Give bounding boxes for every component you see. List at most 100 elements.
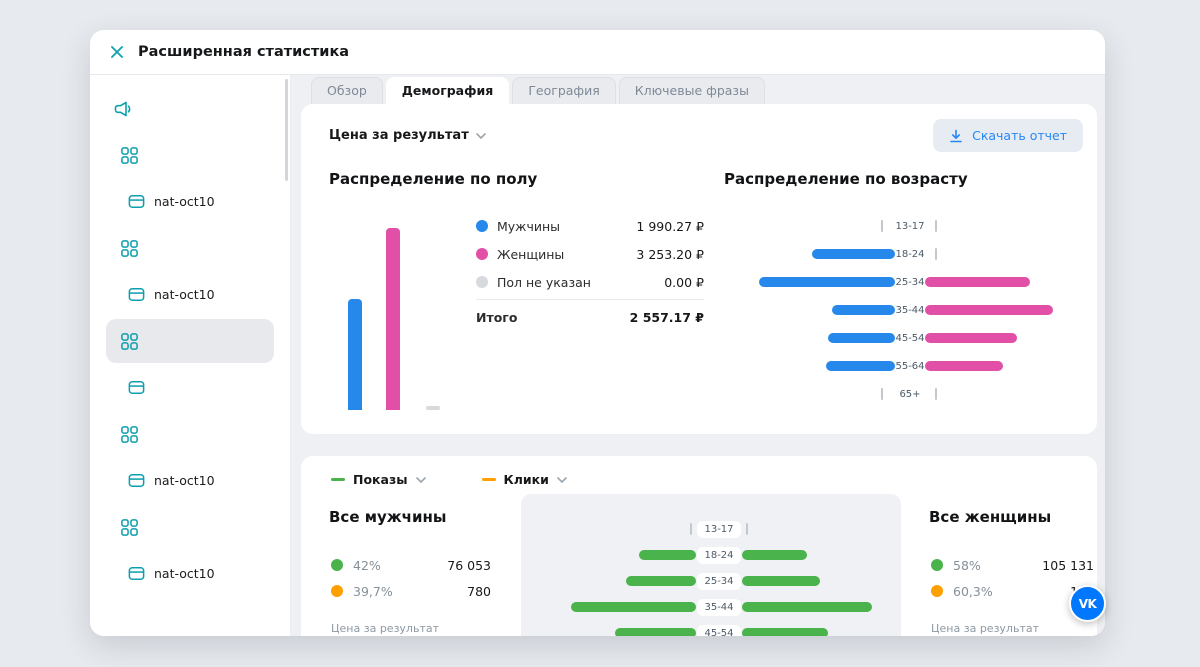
- sidebar-item-ad[interactable]: nat-oct10: [106, 180, 274, 224]
- bars-right: [925, 220, 1105, 232]
- series-selector-impressions[interactable]: Показы: [331, 472, 426, 487]
- zero-tick: [935, 220, 937, 232]
- series-label: Клики: [503, 472, 549, 487]
- tab-key-phrases[interactable]: Ключевые фразы: [618, 77, 765, 104]
- tab-demography[interactable]: Демография: [385, 77, 510, 104]
- close-icon[interactable]: [110, 45, 124, 59]
- stat-share: 60,3%: [953, 583, 993, 599]
- series-legend: Показы Клики: [331, 472, 567, 487]
- stat-dot: [931, 585, 943, 597]
- bar-women: [742, 550, 807, 560]
- age-bar-chart: 13-17 18-24 25-34 35-44 45-54 55-64 65+: [721, 212, 1105, 408]
- download-report-button[interactable]: Скачать отчет: [933, 119, 1083, 152]
- bars-left: [721, 220, 895, 232]
- age-pill: 13-17: [697, 520, 741, 538]
- men-section-title: Все мужчины: [329, 508, 447, 526]
- age-label: 18-24: [895, 248, 925, 260]
- bars-right: [742, 602, 901, 612]
- sidebar-item-label: nat-oct10: [154, 473, 215, 488]
- stat-row: 42% 76 053: [331, 552, 491, 578]
- vk-logo-text: VK: [1078, 596, 1097, 611]
- metric-select-label: Цена за результат: [329, 128, 469, 143]
- bar-women: [925, 277, 1030, 287]
- bars-right: [925, 277, 1105, 287]
- vk-logo[interactable]: VK: [1069, 585, 1106, 622]
- bar-women: [742, 602, 872, 612]
- sidebar-item-ad-group[interactable]: [106, 412, 274, 456]
- legend-divider: [476, 299, 704, 300]
- total-value: 2 557.17 ₽: [629, 309, 704, 325]
- bars-left: [721, 333, 895, 343]
- grid-icon: [120, 332, 139, 351]
- sidebar-item-ad-group[interactable]: [106, 133, 274, 177]
- card-icon: [127, 471, 146, 490]
- gender-legend: Мужчины 1 990.27 ₽ Женщины 3 253.20 ₽ Пол не…: [476, 212, 704, 331]
- bar-men: [615, 628, 696, 636]
- bars-right: [742, 576, 901, 586]
- sidebar-item-campaigns[interactable]: [106, 87, 274, 131]
- bars-left: [721, 277, 895, 287]
- age-label: 13-17: [895, 220, 925, 232]
- chevron-down-icon: [557, 476, 567, 483]
- grid-icon: [120, 239, 139, 258]
- sidebar-item-ad[interactable]: nat-oct10: [106, 459, 274, 503]
- age-label: 45-54: [696, 624, 742, 636]
- sidebar-scrollbar[interactable]: [285, 79, 288, 181]
- stat-row: 58% 105 131: [931, 552, 1094, 578]
- bars-left: [521, 576, 696, 586]
- bars-left: [521, 628, 696, 636]
- sidebar-item-label: nat-oct10: [154, 566, 215, 581]
- demography-card: Цена за результат Скачать отчет Распреде…: [301, 104, 1097, 434]
- sidebar-item-ad-group[interactable]: [106, 505, 274, 549]
- gender-legend-row: Пол не указан 0.00 ₽: [476, 268, 704, 296]
- men-stats: 42% 76 053 39,7% 780: [331, 552, 491, 604]
- sidebar-item-ad[interactable]: nat-oct10: [106, 552, 274, 596]
- bar-men: [639, 550, 696, 560]
- download-report-label: Скачать отчет: [972, 128, 1067, 143]
- men-footer-label: Цена за результат: [331, 622, 440, 635]
- age-pill: 45-54: [697, 624, 741, 636]
- sidebar-item-ad[interactable]: nat-oct10: [106, 273, 274, 317]
- zero-tick: [690, 523, 692, 535]
- stats-content: Обзор Демография География Ключевые фразы Ц…: [291, 75, 1105, 636]
- stat-dot: [331, 559, 343, 571]
- bars-right: [925, 248, 1105, 260]
- stat-value: 76 053: [447, 557, 491, 573]
- stat-value: 105 131: [1042, 557, 1094, 573]
- stat-value: 780: [467, 583, 491, 599]
- card-icon: [127, 564, 146, 583]
- gender-bar: [386, 228, 400, 410]
- bars-right: [925, 388, 1105, 400]
- sidebar-list: nat-oct10 nat-oct10 nat-oct10 nat-oct10: [90, 87, 290, 596]
- legend-dot: [476, 276, 488, 288]
- age-row: 55-64: [721, 352, 1105, 380]
- age-row: 65+: [721, 380, 1105, 408]
- age-label: 35-44: [696, 598, 742, 616]
- bar-women: [925, 333, 1017, 343]
- age-row: 13-17: [721, 212, 1105, 240]
- zero-tick: [881, 388, 883, 400]
- metric-select[interactable]: Цена за результат: [329, 128, 486, 143]
- legend-dot: [476, 220, 488, 232]
- tab-geography[interactable]: География: [512, 77, 616, 104]
- sidebar-item-label: nat-oct10: [154, 194, 215, 209]
- series-dash: [481, 478, 496, 481]
- zero-tick: [935, 248, 937, 260]
- stat-share: 58%: [953, 557, 981, 573]
- bars-left: [721, 249, 895, 259]
- age-label: 55-64: [895, 360, 925, 372]
- total-label: Итого: [476, 309, 518, 325]
- sidebar-item-ad-group[interactable]: [106, 319, 274, 363]
- bars-right: [925, 361, 1105, 371]
- chevron-down-icon: [415, 476, 426, 483]
- zero-tick: [881, 220, 883, 232]
- tab-overview[interactable]: Обзор: [311, 77, 383, 104]
- sidebar-item-ad[interactable]: [106, 366, 274, 410]
- stat-dot: [331, 585, 343, 597]
- series-selector-clicks[interactable]: Клики: [481, 472, 567, 487]
- legend-dot: [476, 248, 488, 260]
- bar-men: [812, 249, 895, 259]
- bar-men: [828, 333, 895, 343]
- zero-tick: [746, 523, 748, 535]
- sidebar-item-ad-group[interactable]: [106, 226, 274, 270]
